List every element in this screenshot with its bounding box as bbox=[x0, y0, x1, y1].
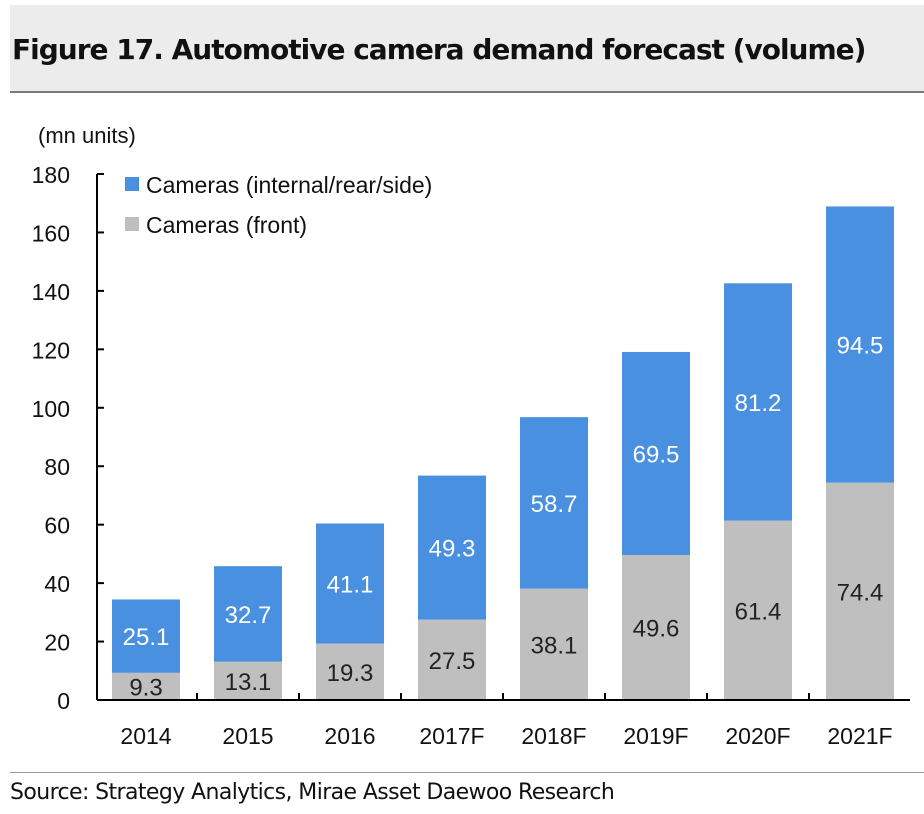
chart-title: Figure 17. Automotive camera demand fore… bbox=[12, 33, 866, 66]
y-tick-label: 0 bbox=[57, 688, 70, 714]
legend-swatch bbox=[125, 177, 139, 191]
y-tick-label: 160 bbox=[32, 220, 70, 246]
source-note: Source: Strategy Analytics, Mirae Asset … bbox=[10, 780, 615, 805]
bar-segment bbox=[724, 283, 792, 521]
data-label: 61.4 bbox=[735, 598, 782, 625]
source-divider bbox=[10, 772, 924, 773]
y-tick-label: 140 bbox=[32, 279, 70, 305]
bar-segment bbox=[826, 482, 894, 700]
data-label: 49.6 bbox=[633, 616, 680, 643]
data-label: 38.1 bbox=[531, 632, 578, 659]
bar-segment bbox=[622, 351, 690, 556]
x-tick-label: 2015 bbox=[222, 723, 273, 749]
bar-segment bbox=[826, 206, 894, 483]
y-tick-label: 20 bbox=[44, 630, 70, 656]
x-tick-label: 2016 bbox=[324, 723, 375, 749]
stacked-bar-chart: (mn units) 9.3 25.1 2014 13.1 32.7 2015 19.3 41.… bbox=[32, 123, 910, 749]
bar-segment bbox=[112, 599, 180, 673]
legend-label: Cameras (internal/rear/side) bbox=[146, 172, 432, 198]
bar-segment bbox=[622, 555, 690, 700]
x-tick-label: 2018F bbox=[521, 723, 586, 749]
bar-segment bbox=[214, 661, 282, 700]
data-label: 13.1 bbox=[225, 669, 272, 696]
data-label: 9.3 bbox=[129, 674, 162, 701]
bar-segment bbox=[316, 643, 384, 700]
bar-segment bbox=[724, 520, 792, 700]
bar-segment bbox=[520, 588, 588, 700]
bar-segment bbox=[316, 523, 384, 644]
data-label: 94.5 bbox=[837, 333, 884, 360]
x-tick-label: 2014 bbox=[120, 723, 171, 749]
data-label: 74.4 bbox=[837, 579, 884, 606]
data-label: 27.5 bbox=[429, 648, 476, 675]
data-label: 25.1 bbox=[123, 624, 170, 651]
bar-segment bbox=[520, 417, 588, 589]
data-label: 81.2 bbox=[735, 390, 782, 417]
data-label: 58.7 bbox=[531, 491, 578, 518]
y-tick-label: 180 bbox=[32, 162, 70, 188]
data-label: 32.7 bbox=[225, 602, 272, 629]
title-band: Figure 17. Automotive camera demand fore… bbox=[10, 5, 924, 93]
bar-segment bbox=[418, 619, 486, 700]
y-tick-label: 60 bbox=[44, 513, 70, 539]
bar-segment bbox=[418, 475, 486, 620]
x-tick-label: 2020F bbox=[725, 723, 790, 749]
bar-segment bbox=[112, 672, 180, 700]
data-label: 69.5 bbox=[633, 442, 680, 469]
y-axis-label: (mn units) bbox=[38, 123, 136, 148]
y-tick-label: 100 bbox=[32, 396, 70, 422]
x-tick-label: 2017F bbox=[419, 723, 484, 749]
y-tick-label: 80 bbox=[44, 454, 70, 480]
data-label: 49.3 bbox=[429, 536, 476, 563]
bar-segment bbox=[214, 566, 282, 662]
legend-swatch bbox=[125, 217, 139, 231]
data-label: 19.3 bbox=[327, 660, 374, 687]
data-label: 41.1 bbox=[327, 572, 374, 599]
y-tick-label: 120 bbox=[32, 337, 70, 363]
x-tick-label: 2021F bbox=[827, 723, 892, 749]
y-tick-label: 40 bbox=[44, 571, 70, 597]
legend-label: Cameras (front) bbox=[146, 212, 307, 238]
x-tick-label: 2019F bbox=[623, 723, 688, 749]
